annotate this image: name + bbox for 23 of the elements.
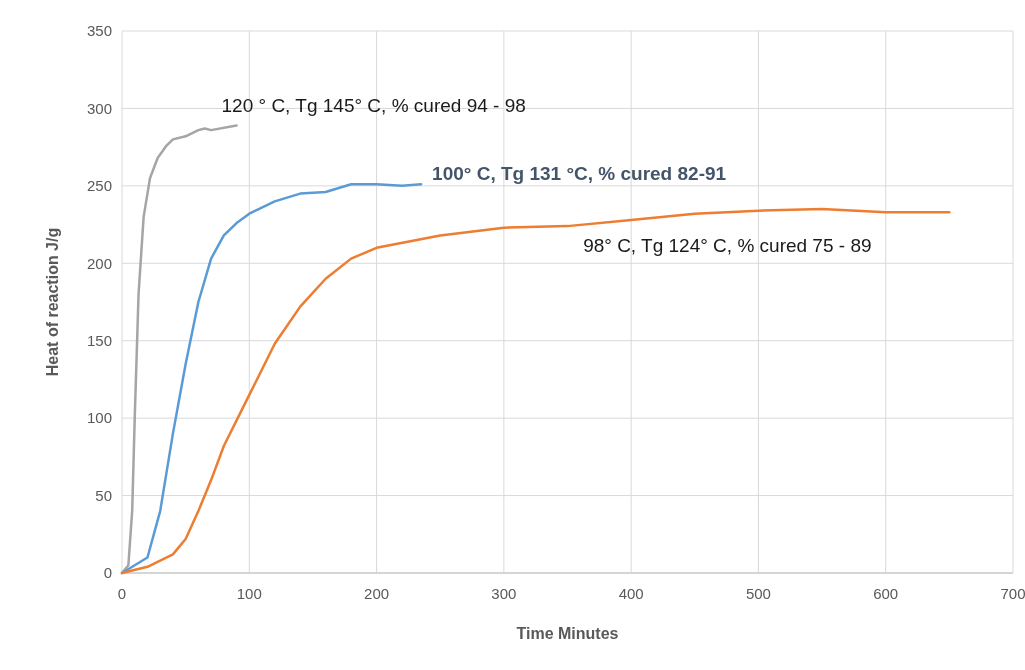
annotation: 98° C, Tg 124° C, % cured 75 - 89 [583, 234, 872, 256]
x-tick-label: 100 [236, 585, 262, 602]
y-tick-label: 300 [86, 99, 112, 117]
y-tick-label: 100 [86, 409, 112, 427]
x-tick-label: 0 [117, 585, 127, 602]
y-tick-label: 0 [103, 564, 112, 582]
annotation: 100° C, Tg 131 °C, % cured 82-91 [432, 163, 727, 185]
x-tick-label: 400 [618, 585, 644, 602]
x-tick-label: 700 [1000, 585, 1025, 602]
x-tick-label: 600 [873, 585, 899, 602]
y-tick-label: 150 [86, 331, 112, 349]
y-tick-label: 200 [86, 254, 112, 272]
x-tick-label: 200 [364, 585, 390, 602]
line-series [120, 183, 423, 575]
y-tick-label: 50 [95, 486, 112, 504]
x-tick-label: 500 [745, 585, 771, 602]
x-axis-title: Time Minutes [516, 625, 619, 642]
line-series [120, 207, 951, 575]
y-axis-title: Heat of reaction J/g [44, 227, 61, 377]
y-tick-label: 250 [86, 177, 112, 195]
y-tick-label: 350 [86, 22, 112, 40]
x-tick-label: 300 [491, 585, 517, 602]
annotation: 120 ° C, Tg 145° C, % cured 94 - 98 [221, 95, 526, 117]
